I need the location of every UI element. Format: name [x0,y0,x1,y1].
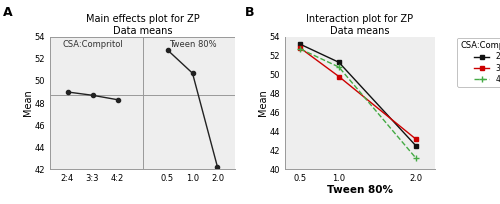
Y-axis label: Mean: Mean [23,90,33,116]
Text: B: B [245,6,254,19]
Title: Interaction plot for ZP
Data means: Interaction plot for ZP Data means [306,14,414,36]
Legend: 2:4, 3:3, 4:2: 2:4, 3:3, 4:2 [458,38,500,87]
Text: A: A [2,6,12,19]
Title: Main effects plot for ZP
Data means: Main effects plot for ZP Data means [86,14,200,36]
Y-axis label: Mean: Mean [258,90,268,116]
X-axis label: Tween 80%: Tween 80% [327,185,393,195]
Text: CSA:Compritol: CSA:Compritol [62,40,123,49]
Text: Tween 80%: Tween 80% [168,40,216,49]
